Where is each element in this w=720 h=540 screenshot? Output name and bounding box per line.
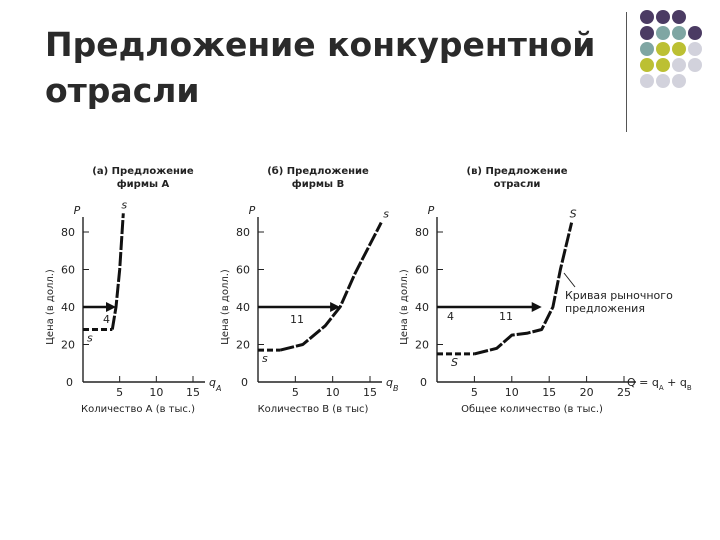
x-axis-label: Общее количество (в тыс.) — [461, 404, 603, 415]
slide-title-line2: отрасли — [45, 71, 200, 110]
y-axis-letter: P — [428, 204, 435, 217]
quantity-label: 11 — [290, 313, 304, 326]
annotation-line1: Кривая рыночного — [565, 289, 673, 302]
curve-label-top: s — [121, 198, 127, 211]
origin-label: 0 — [66, 376, 73, 389]
y-tick-label: 80 — [236, 226, 250, 239]
quantity-label-a: 4 — [447, 310, 454, 323]
supply-curve — [474, 222, 574, 356]
y-tick-label: 80 — [61, 226, 75, 239]
price-arrow-head — [531, 302, 542, 312]
decorative-dot — [656, 26, 670, 40]
y-axis-label: Цена (в долл.) — [220, 269, 231, 345]
x-axis-letter: qA — [209, 376, 221, 393]
curve-label-top: S — [570, 208, 577, 221]
y-tick-label: 20 — [236, 339, 250, 352]
x-tick-label: 10 — [326, 386, 340, 399]
y-tick-label: 80 — [415, 226, 429, 239]
panel-title-line2: фирмы В — [292, 178, 344, 190]
y-tick-label: 60 — [236, 264, 250, 277]
quantity-label: 4 — [103, 313, 110, 326]
decorative-dot — [688, 26, 702, 40]
x-axis-letter: qB — [386, 376, 398, 393]
y-tick-label: 40 — [61, 301, 75, 314]
quantity-label-b: 11 — [499, 310, 513, 323]
decorative-dot — [672, 10, 686, 24]
y-tick-label: 20 — [415, 339, 429, 352]
panel-title-line2: отрасли — [494, 179, 541, 190]
x-tick-label: 5 — [116, 386, 123, 399]
x-tick-label: 10 — [505, 386, 519, 399]
decorative-dot — [640, 10, 654, 24]
decorative-dot — [656, 10, 670, 24]
y-tick-label: 20 — [61, 339, 75, 352]
y-tick-label: 60 — [415, 264, 429, 277]
x-axis-label: Количество В (в тыс) — [258, 404, 369, 415]
x-tick-label: 5 — [292, 386, 299, 399]
curve-label-bottom: s — [87, 332, 93, 345]
decorative-dot — [640, 58, 654, 72]
decorative-dot — [656, 58, 670, 72]
x-tick-label: 15 — [542, 386, 556, 399]
panel-title-line2: фирмы А — [117, 178, 170, 190]
decorative-dot — [672, 42, 686, 56]
x-tick-label: 15 — [363, 386, 377, 399]
price-arrow-head — [330, 302, 341, 312]
curve-label-bottom: S — [451, 356, 458, 369]
origin-label: 0 — [241, 376, 248, 389]
y-axis-letter: P — [74, 204, 81, 217]
x-tick-label: 5 — [471, 386, 478, 399]
annotation-line2: предложения — [565, 302, 645, 315]
x-axis-letter: Q = qA + qB — [627, 376, 692, 392]
title-divider — [626, 12, 627, 132]
decorative-dot — [656, 74, 670, 88]
decorative-dot — [688, 42, 702, 56]
decorative-dot — [672, 74, 686, 88]
x-tick-label: 20 — [580, 386, 594, 399]
curve-label-top: s — [383, 208, 389, 221]
y-axis-label: Цена (в долл.) — [399, 269, 410, 345]
y-axis-label: Цена (в долл.) — [45, 269, 56, 345]
price-arrow-head — [106, 302, 116, 312]
decorative-dot — [656, 42, 670, 56]
y-tick-label: 40 — [415, 301, 429, 314]
panel-title-line1: (б) Предложение — [267, 165, 369, 177]
slide-title: Предложение конкурентной отрасли — [45, 22, 605, 114]
decorative-dot — [672, 26, 686, 40]
supply-curve — [110, 213, 125, 330]
x-tick-label: 15 — [186, 386, 200, 399]
y-axis-letter: P — [249, 204, 256, 217]
slide-title-line1: Предложение конкурентной — [45, 25, 596, 64]
annotation-pointer — [563, 272, 576, 288]
decorative-dot — [640, 42, 654, 56]
decorative-dot — [640, 74, 654, 88]
origin-label: 0 — [420, 376, 427, 389]
y-tick-label: 60 — [61, 264, 75, 277]
x-tick-label: 10 — [149, 386, 163, 399]
x-axis-label: Количество А (в тыс.) — [81, 404, 195, 415]
decorative-dot — [640, 26, 654, 40]
supply-curve — [280, 221, 383, 352]
curve-label-bottom: s — [262, 352, 268, 365]
decorative-dot — [672, 58, 686, 72]
panel-title-line1: (а) Предложение — [92, 166, 194, 177]
panel-title-line1: (в) Предложение — [467, 166, 568, 177]
decorative-dot — [688, 58, 702, 72]
x-tick-label: 25 — [617, 386, 631, 399]
y-tick-label: 40 — [236, 301, 250, 314]
